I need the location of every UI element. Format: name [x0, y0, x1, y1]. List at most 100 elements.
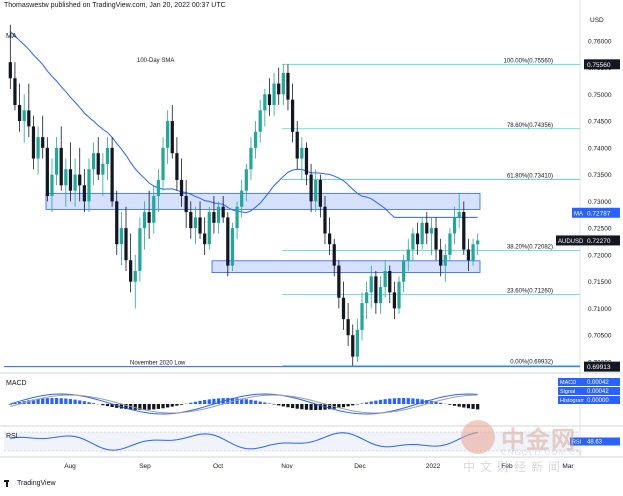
candle-body	[393, 292, 396, 308]
main-pane-label: MA	[6, 33, 17, 40]
macd-histogram-bar	[393, 398, 396, 404]
candle-body	[60, 148, 63, 185]
candle-body	[453, 217, 456, 233]
sma-line	[10, 32, 477, 218]
footer[interactable]: TradingView	[4, 480, 56, 487]
macd-histogram-bar	[194, 402, 197, 404]
macd-tag-name: Signal	[560, 389, 575, 395]
candle-body	[458, 212, 461, 217]
macd-histogram-bar	[351, 404, 354, 405]
candle-body	[430, 228, 433, 233]
candle-body	[203, 233, 206, 244]
candle-body	[360, 303, 363, 330]
macd-histogram-bar	[64, 399, 67, 404]
candle-body	[18, 105, 21, 121]
macd-histogram-bar	[374, 401, 377, 404]
candle-body	[282, 73, 285, 94]
candle-body	[356, 330, 359, 357]
y-tick-label: 0.72500	[588, 226, 612, 233]
candle-body	[161, 148, 164, 180]
candle-body	[249, 148, 252, 169]
fib-level-label: 78.60%(0.74356)	[507, 123, 553, 129]
candle-body	[46, 148, 49, 196]
candle-body	[194, 217, 197, 228]
y-tick-label: 0.74500	[588, 119, 612, 126]
macd-histogram-bar	[305, 404, 308, 410]
macd-histogram-bar	[282, 404, 285, 406]
macd-histogram-bar	[263, 402, 266, 404]
x-tick-label: 2022	[426, 463, 441, 470]
macd-histogram-bar	[411, 398, 414, 404]
candle-body	[180, 180, 183, 196]
footer-brand: TradingView	[17, 480, 56, 487]
currency-label: USD	[590, 17, 604, 24]
candle-body	[134, 271, 137, 282]
candle-body	[434, 228, 437, 249]
macd-histogram-bar	[166, 404, 169, 407]
candle-body	[305, 148, 308, 175]
candle-body	[129, 260, 132, 281]
macd-histogram-bar	[462, 404, 465, 408]
macd-histogram-bar	[370, 401, 373, 404]
candle-body	[476, 240, 479, 244]
candle-body	[272, 84, 275, 105]
candle-body	[319, 180, 322, 207]
fib-level-label: 61.80%(0.73410)	[507, 173, 553, 179]
y-tick-label: 0.73000	[588, 199, 612, 206]
candle-body	[87, 169, 90, 201]
candle-body	[300, 148, 303, 159]
price-tag-value: 0.72787	[587, 210, 611, 217]
macd-histogram-bar	[46, 398, 49, 404]
sma-label: 100-Day SMA	[137, 58, 174, 64]
candle-body	[374, 276, 377, 303]
candle-body	[411, 233, 414, 249]
candle-body	[439, 250, 442, 266]
macd-histogram-bar	[148, 404, 151, 410]
candle-body	[467, 250, 470, 261]
candle-body	[101, 164, 104, 175]
macd-histogram-bar	[161, 404, 164, 408]
rsi-pane-label: RSI	[6, 433, 18, 440]
candle-body	[263, 94, 266, 110]
tradingview-logo-icon	[4, 480, 14, 487]
macd-histogram-bar	[379, 400, 382, 404]
candle-body	[208, 212, 211, 244]
macd-tag-value: 0.00000	[587, 398, 609, 404]
macd-histogram-bar	[157, 404, 160, 409]
macd-histogram-bar	[346, 404, 349, 406]
candle-body	[388, 271, 391, 292]
candle-body	[175, 153, 178, 180]
candle-body	[337, 266, 340, 298]
macd-histogram-bar	[87, 402, 90, 404]
macd-histogram-bar	[83, 401, 86, 404]
candle-body	[240, 191, 243, 207]
candle-body	[157, 180, 160, 196]
x-tick-label: Oct	[213, 463, 223, 470]
macd-histogram-bar	[208, 399, 211, 404]
x-tick-label: Sep	[139, 463, 151, 470]
macd-histogram-bar	[259, 402, 262, 404]
macd-histogram-bar	[134, 404, 137, 410]
macd-histogram-bar	[388, 399, 391, 404]
fib-level-label: 23.60%(0.71260)	[507, 289, 553, 295]
price-tag-value: 0.72270	[587, 238, 611, 245]
candle-body	[259, 110, 262, 131]
macd-histogram-bar	[73, 400, 76, 404]
macd-histogram-bar	[175, 404, 178, 406]
candle-body	[425, 223, 428, 234]
candle-body	[314, 180, 317, 201]
candle-body	[444, 255, 447, 266]
candle-body	[23, 110, 26, 121]
macd-histogram-bar	[365, 402, 368, 404]
macd-histogram-bar	[78, 400, 81, 404]
y-tick-label: 0.76000	[588, 38, 612, 45]
candle-body	[110, 148, 113, 202]
macd-histogram-bar	[254, 401, 257, 404]
watermark-logo-icon	[461, 420, 495, 454]
candle-body	[115, 201, 118, 244]
macd-histogram-bar	[249, 400, 252, 404]
candle-body	[286, 73, 289, 100]
candle-body	[198, 217, 201, 233]
candle-body	[13, 78, 16, 105]
candle-body	[402, 260, 405, 281]
